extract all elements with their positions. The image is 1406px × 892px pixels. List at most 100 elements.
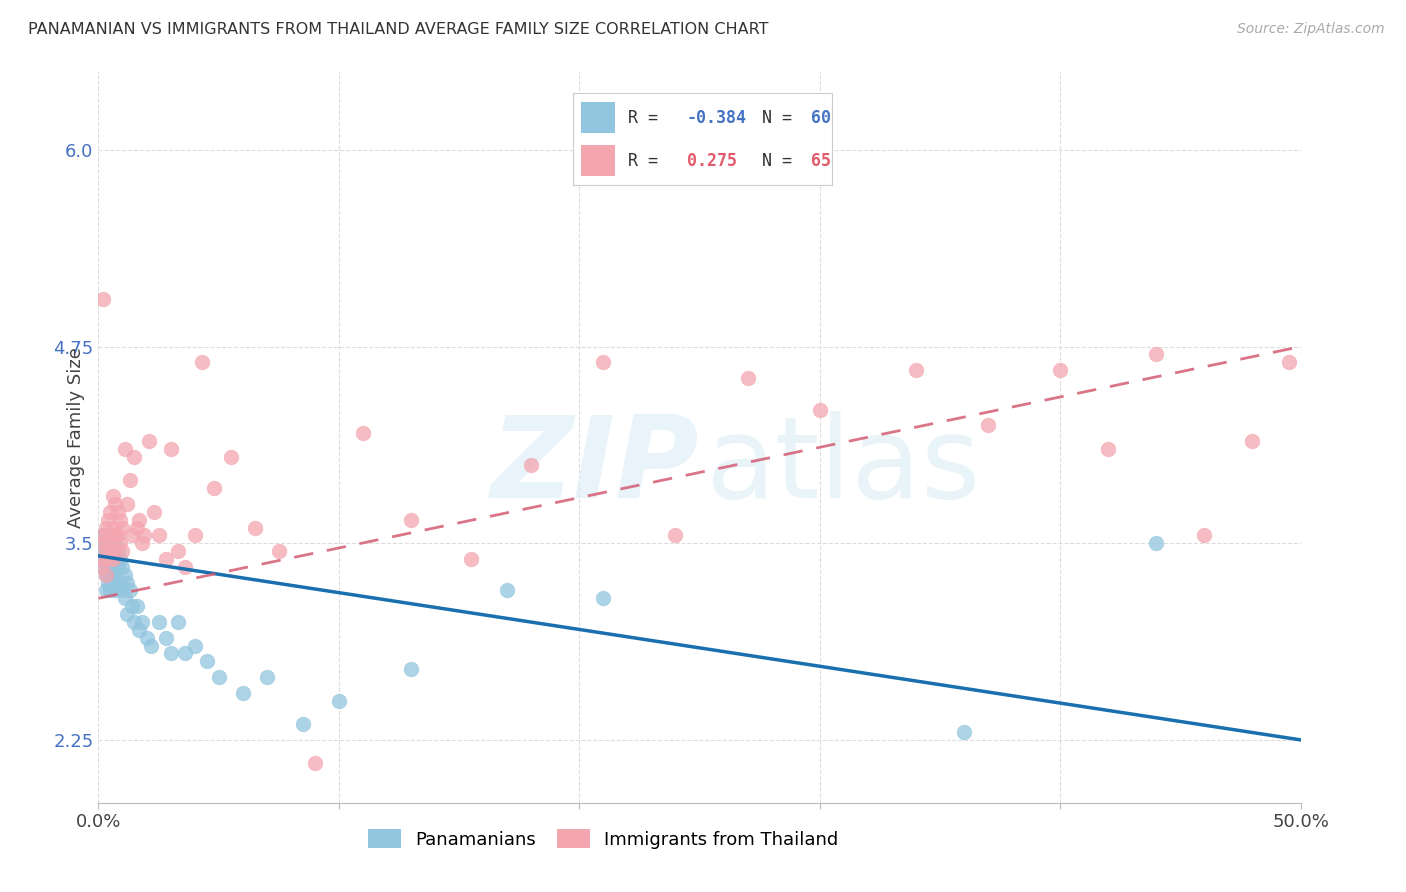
Point (97, 552, 120, 566)
Point (114, 591, 136, 606)
Point (104, 583, 127, 598)
Point (104, 567, 127, 582)
Text: atlas: atlas (706, 411, 981, 522)
Point (202, 481, 225, 495)
Point (104, 536, 127, 550)
Point (166, 544, 188, 558)
Point (304, 756, 326, 771)
Point (155, 631, 177, 645)
Point (904, 363, 927, 377)
Point (135, 631, 157, 645)
Text: PANAMANIAN VS IMMIGRANTS FROM THAILAND AVERAGE FAMILY SIZE CORRELATION CHART: PANAMANIAN VS IMMIGRANTS FROM THAILAND A… (28, 22, 769, 37)
Point (141, 639, 163, 653)
Legend: Panamanians, Immigrants from Thailand: Panamanians, Immigrants from Thailand (361, 822, 846, 856)
Point (101, 489, 124, 503)
Point (664, 528, 686, 542)
Point (97, 513, 120, 527)
Point (108, 552, 131, 566)
Point (100, 528, 122, 542)
Point (737, 371, 759, 385)
Point (91, 293, 114, 307)
Point (104, 552, 127, 566)
Point (94, 544, 117, 558)
Point (100, 552, 122, 566)
Point (183, 528, 205, 542)
Point (138, 434, 160, 448)
Point (977, 418, 1000, 433)
Point (117, 497, 139, 511)
Point (101, 552, 124, 566)
Point (1144, 536, 1167, 550)
Point (100, 536, 122, 550)
Point (108, 575, 131, 590)
Point (104, 544, 127, 558)
Text: Source: ZipAtlas.com: Source: ZipAtlas.com (1237, 22, 1385, 37)
Point (399, 513, 422, 527)
Point (117, 607, 139, 621)
Point (195, 654, 218, 668)
Point (121, 599, 143, 614)
Point (118, 473, 141, 487)
Point (128, 623, 150, 637)
Text: ZIP: ZIP (491, 411, 699, 522)
Point (174, 646, 197, 660)
Point (166, 615, 188, 629)
Point (148, 528, 170, 542)
Point (125, 599, 148, 614)
Point (592, 591, 614, 606)
Point (90, 536, 112, 550)
Point (121, 528, 143, 542)
Point (592, 355, 614, 369)
Point (117, 575, 139, 590)
Point (111, 544, 134, 558)
Point (1194, 528, 1216, 542)
Point (118, 583, 141, 598)
Point (91, 528, 114, 542)
Point (352, 426, 374, 441)
Point (267, 544, 290, 558)
Point (191, 355, 214, 369)
Point (101, 575, 124, 590)
Point (460, 552, 482, 566)
Point (101, 544, 124, 558)
Point (520, 458, 543, 472)
Point (97, 559, 120, 574)
Point (104, 497, 127, 511)
Point (101, 520, 124, 534)
Point (90, 559, 112, 574)
Point (232, 686, 254, 700)
Point (97, 528, 120, 542)
Point (90, 536, 112, 550)
Point (1049, 363, 1071, 377)
Point (132, 528, 155, 542)
Point (91, 552, 114, 566)
Point (107, 544, 129, 558)
Point (328, 693, 350, 707)
Point (94, 567, 117, 582)
Point (256, 670, 278, 684)
Point (125, 520, 148, 534)
Point (111, 583, 134, 598)
Point (111, 520, 134, 534)
Point (107, 505, 129, 519)
Point (108, 513, 131, 527)
Point (496, 583, 519, 598)
Point (174, 559, 197, 574)
Point (104, 528, 127, 542)
Point (219, 450, 242, 464)
Point (100, 567, 122, 582)
Point (131, 615, 153, 629)
Point (159, 646, 181, 660)
Point (94, 552, 117, 566)
Point (243, 520, 266, 534)
Point (107, 528, 129, 542)
Point (90, 552, 112, 566)
Point (953, 725, 976, 739)
Point (101, 559, 124, 574)
Point (1277, 355, 1299, 369)
Point (91, 559, 114, 574)
Point (291, 717, 314, 731)
Point (124, 450, 146, 464)
Point (94, 536, 117, 550)
Point (100, 544, 122, 558)
